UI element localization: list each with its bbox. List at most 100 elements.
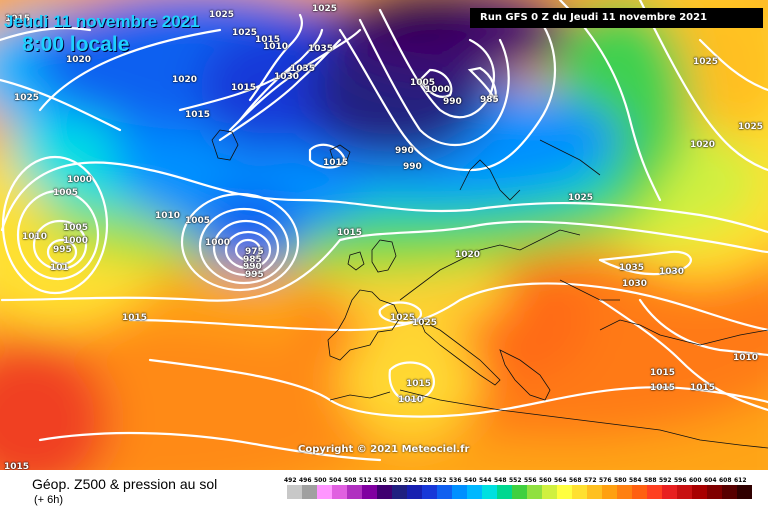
scale-tick-label: 504 xyxy=(329,477,342,484)
isobar-label: 1030 xyxy=(274,72,300,82)
scale-tick-label: 520 xyxy=(389,477,402,484)
scale-tick-label: 564 xyxy=(554,477,567,484)
isobar-label: 1005 xyxy=(53,188,79,198)
isobar-label: 1015 xyxy=(5,14,31,24)
isobar-label: 1020 xyxy=(690,140,716,150)
isobar-label: 1025 xyxy=(693,57,719,67)
scale-swatch xyxy=(332,485,347,499)
scale-swatch xyxy=(527,485,542,499)
scale-swatch xyxy=(692,485,707,499)
scale-swatch xyxy=(662,485,677,499)
scale-swatch xyxy=(602,485,617,499)
scale-swatch xyxy=(617,485,632,499)
scale-tick-label: 536 xyxy=(449,477,462,484)
scale-swatch xyxy=(512,485,527,499)
isobar-label: 1015 xyxy=(185,110,211,120)
scale-swatch xyxy=(497,485,512,499)
isobar-label: 1010 xyxy=(22,232,48,242)
scale-swatch xyxy=(647,485,662,499)
isobar-label: 975 xyxy=(245,247,264,257)
scale-swatch xyxy=(587,485,602,499)
isobar-label: 101 xyxy=(50,263,69,273)
scale-tick-label: 576 xyxy=(599,477,612,484)
scale-swatch xyxy=(482,485,497,499)
scale-tick-label: 508 xyxy=(344,477,357,484)
model-run-banner: Run GFS 0 Z du Jeudi 11 novembre 2021 xyxy=(470,8,763,28)
scale-tick-label: 516 xyxy=(374,477,387,484)
isobar-label: 1015 xyxy=(406,379,432,389)
copyright-notice: Copyright © 2021 Meteociel.fr xyxy=(298,444,470,455)
scale-swatch xyxy=(437,485,452,499)
scale-swatch xyxy=(677,485,692,499)
isobar-label: 1015 xyxy=(4,462,30,472)
geopotential-color-scale: 492 496 500 504 508 512 516 520 524 528 532 536 540 5… xyxy=(283,477,752,505)
scale-tick-label: 540 xyxy=(464,477,477,484)
isobar-label: 1015 xyxy=(231,83,257,93)
isobar-label: 1005 xyxy=(185,216,211,226)
scale-swatch xyxy=(737,485,752,499)
scale-tick-label: 528 xyxy=(419,477,432,484)
isobar-label: 1025 xyxy=(312,4,338,14)
isobar-label: 990 xyxy=(443,97,462,107)
isobar-label: 1000 xyxy=(67,175,93,185)
scale-tick-label: 612 xyxy=(734,477,747,484)
isobar-label: 1015 xyxy=(690,383,716,393)
scale-swatch xyxy=(722,485,737,499)
scale-tick-label: 588 xyxy=(644,477,657,484)
scale-tick-label: 500 xyxy=(314,477,327,484)
isobar-label: 1035 xyxy=(308,44,334,54)
scale-swatch xyxy=(467,485,482,499)
scale-tick-label: 584 xyxy=(629,477,642,484)
scale-swatch xyxy=(362,485,377,499)
scale-tick-label: 560 xyxy=(539,477,552,484)
model-run-text: Run GFS 0 Z du Jeudi 11 novembre 2021 xyxy=(480,12,708,23)
isobar-label: 995 xyxy=(245,270,264,280)
scale-swatch xyxy=(287,485,302,499)
scale-swatch xyxy=(347,485,362,499)
isobar-label: 990 xyxy=(395,146,414,156)
isobar-label: 1015 xyxy=(323,158,349,168)
scale-tick-label: 596 xyxy=(674,477,687,484)
isobar-label: 1035 xyxy=(290,64,316,74)
weather-map xyxy=(0,0,768,470)
scale-tick-label: 580 xyxy=(614,477,627,484)
geopotential-color-field xyxy=(0,0,768,470)
scale-swatch xyxy=(542,485,557,499)
scale-tick-label: 544 xyxy=(479,477,492,484)
scale-swatch xyxy=(632,485,647,499)
scale-tick-label: 592 xyxy=(659,477,672,484)
scale-swatch xyxy=(707,485,722,499)
isobar-label: 1020 xyxy=(455,250,481,260)
isobar-label: 1020 xyxy=(172,75,198,85)
isobar-label: 1000 xyxy=(205,238,231,248)
scale-tick-label: 600 xyxy=(689,477,702,484)
legend-title: Géop. Z500 & pression au sol xyxy=(32,476,218,492)
scale-tick-label: 496 xyxy=(299,477,312,484)
isobar-label: 1025 xyxy=(412,318,438,328)
isobar-label: 1025 xyxy=(390,313,416,323)
forecast-time-title: 8:00 locale xyxy=(22,33,130,56)
isobar-label: 985 xyxy=(480,95,499,105)
isobar-label: 1005 xyxy=(63,223,89,233)
isobar-label: 985 xyxy=(243,255,262,265)
isobar-label: 1025 xyxy=(568,193,594,203)
isobar-label: 1010 xyxy=(263,42,289,52)
isobar-label: 1005 xyxy=(410,78,436,88)
isobar-label: 1015 xyxy=(255,35,281,45)
isobar-label: 1030 xyxy=(622,279,648,289)
scale-swatch xyxy=(572,485,587,499)
scale-swatch xyxy=(557,485,572,499)
scale-swatch xyxy=(392,485,407,499)
scale-swatch xyxy=(317,485,332,499)
scale-tick-label: 568 xyxy=(569,477,582,484)
scale-tick-label: 604 xyxy=(704,477,717,484)
isobar-label: 1010 xyxy=(155,211,181,221)
isobar-label: 1010 xyxy=(733,353,759,363)
isobar-label: 1015 xyxy=(337,228,363,238)
forecast-date-title: Jeudi 11 novembre 2021 xyxy=(4,12,200,31)
scale-swatch xyxy=(377,485,392,499)
isobar-label: 1015 xyxy=(122,313,148,323)
isobar-label: 1015 xyxy=(650,368,676,378)
isobar-label: 1025 xyxy=(738,122,764,132)
